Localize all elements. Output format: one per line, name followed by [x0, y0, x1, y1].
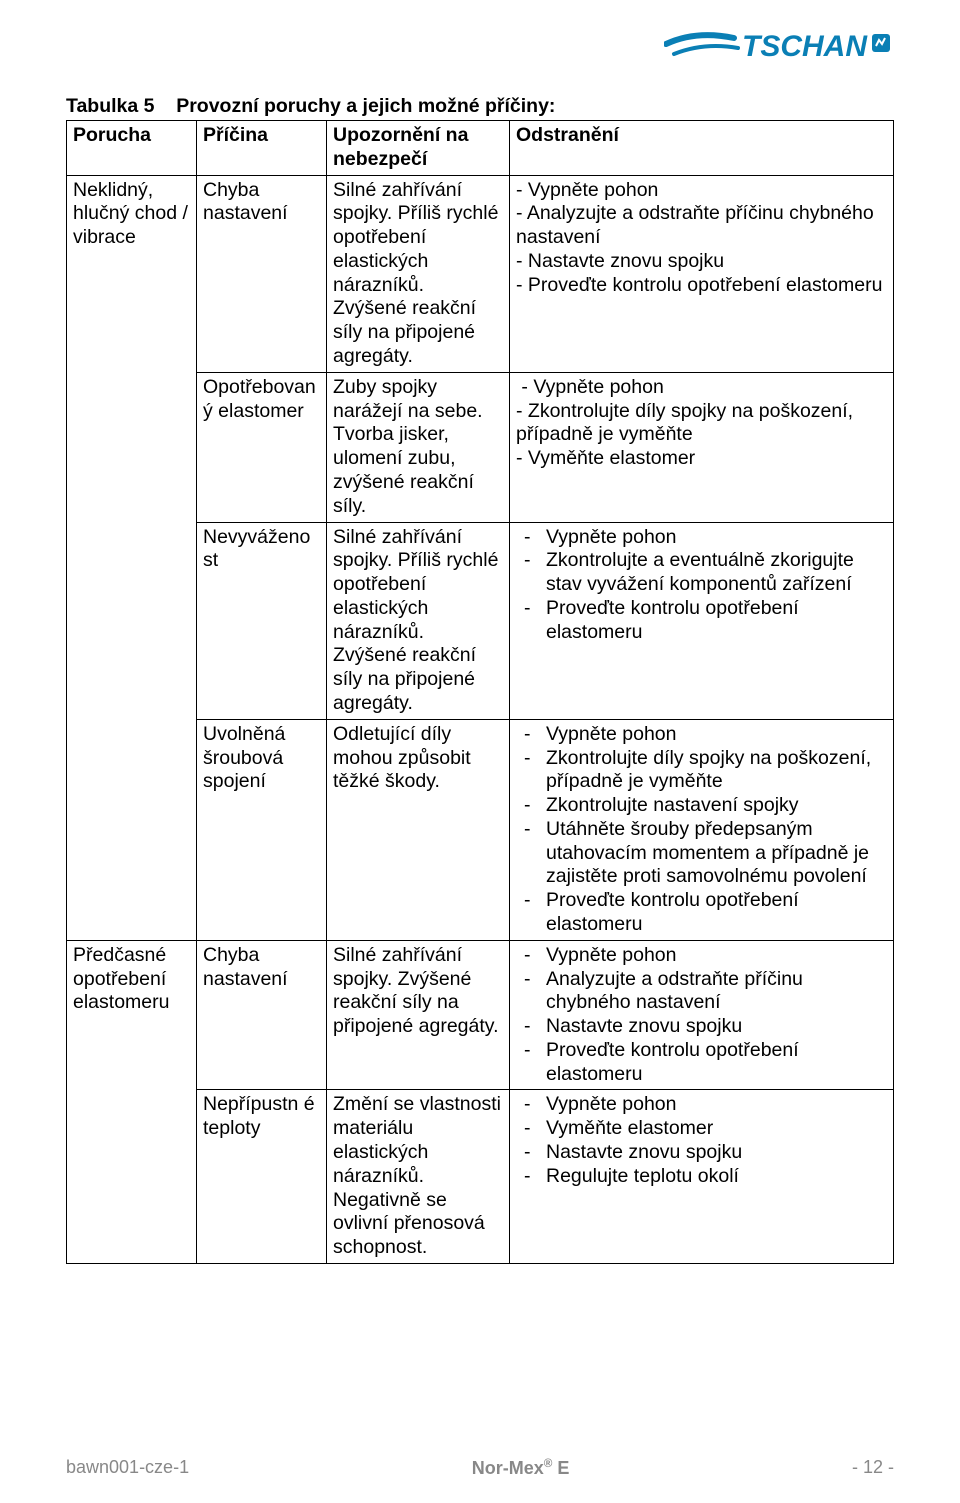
cell-porucha: Neklidný, hlučný chod / vibrace	[67, 175, 197, 940]
table-number: Tabulka 5	[66, 95, 155, 117]
remedy-line: Zkontrolujte díly spojky na poškození, p…	[516, 747, 887, 795]
cell-upozorneni: Silné zahřívání spojky. Zvýšené reakční …	[327, 940, 510, 1090]
cell-upozorneni: Změní se vlastnosti materiálu elastickýc…	[327, 1090, 510, 1263]
remedy-line: Zkontrolujte nastavení spojky	[516, 794, 887, 818]
cell-pricina: Chyba nastavení	[197, 940, 327, 1090]
cell-pricina: Nepřípustn é teploty	[197, 1090, 327, 1263]
cell-pricina: Opotřebovaný elastomer	[197, 372, 327, 522]
cell-pricina: Nevyváženost	[197, 522, 327, 719]
remedy-line: Vypněte pohon	[516, 944, 887, 968]
remedy-line: - Vypněte pohon	[516, 179, 887, 203]
cell-upozorneni: Silné zahřívání spojky. Příliš rychlé op…	[327, 522, 510, 719]
cell-upozorneni: Odletující díly mohou způsobit těžké ško…	[327, 719, 510, 940]
remedy-line: Vypněte pohon	[516, 526, 887, 550]
cell-odstraneni: Vypněte pohon Zkontrolujte a eventuálně …	[510, 522, 894, 719]
table-header-row: Porucha Příčina Upozornění na nebezpečí …	[67, 121, 894, 176]
col-header-porucha: Porucha	[67, 121, 197, 176]
table-row: Předčasné opotřebení elastomeru Chyba na…	[67, 940, 894, 1090]
logo: TSCHAN	[66, 24, 894, 71]
col-header-pricina: Příčina	[197, 121, 327, 176]
col-header-odstraneni: Odstranění	[510, 121, 894, 176]
remedy-line: Utáhněte šrouby předepsaným utahovacím m…	[516, 818, 887, 889]
cell-upozorneni: Zuby spojky narážejí na sebe. Tvorba jis…	[327, 372, 510, 522]
cell-upozorneni: Silné zahřívání spojky. Příliš rychlé op…	[327, 175, 510, 372]
remedy-line: Proveďte kontrolu opotřebení elastomeru	[516, 1039, 887, 1087]
cell-odstraneni: - Vypněte pohon - Analyzujte a odstraňte…	[510, 175, 894, 372]
remedy-line: Nastavte znovu spojku	[516, 1015, 887, 1039]
footer-page-number: - 12 -	[852, 1457, 894, 1479]
remedy-line: - Vyměňte elastomer	[516, 447, 887, 471]
cell-odstraneni: Vypněte pohon Zkontrolujte díly spojky n…	[510, 719, 894, 940]
remedy-line: Proveďte kontrolu opotřebení elastomeru	[516, 597, 887, 645]
remedy-line: Vypněte pohon	[516, 1093, 887, 1117]
remedy-line: Zkontrolujte a eventuálně zkorigujte sta…	[516, 549, 887, 597]
troubleshooting-table: Porucha Příčina Upozornění na nebezpečí …	[66, 120, 894, 1264]
remedy-line: - Proveďte kontrolu opotřebení elastomer…	[516, 274, 887, 298]
remedy-line: Vypněte pohon	[516, 723, 887, 747]
logo-text: TSCHAN	[742, 30, 868, 63]
remedy-line: Vyměňte elastomer	[516, 1117, 887, 1141]
cell-pricina: Chyba nastavení	[197, 175, 327, 372]
remedy-line: Proveďte kontrolu opotřebení elastomeru	[516, 889, 887, 937]
remedy-line: Analyzujte a odstraňte příčinu chybného …	[516, 968, 887, 1016]
page-footer: bawn001-cze-1 Nor-Mex® E - 12 -	[66, 1457, 894, 1479]
cell-odstraneni: Vypněte pohon Analyzujte a odstraňte pří…	[510, 940, 894, 1090]
cell-pricina: Uvolněná šroubová spojení	[197, 719, 327, 940]
remedy-line: - Vypněte pohon	[516, 376, 887, 400]
footer-product: Nor-Mex® E	[472, 1457, 570, 1479]
footer-doc-id: bawn001-cze-1	[66, 1457, 189, 1479]
remedy-line: Nastavte znovu spojku	[516, 1141, 887, 1165]
cell-porucha: Předčasné opotřebení elastomeru	[67, 940, 197, 1263]
cell-odstraneni: - Vypněte pohon - Zkontrolujte díly spoj…	[510, 372, 894, 522]
remedy-line: - Analyzujte a odstraňte příčinu chybnéh…	[516, 202, 887, 250]
remedy-line: - Nastavte znovu spojku	[516, 250, 887, 274]
col-header-upozorneni: Upozornění na nebezpečí	[327, 121, 510, 176]
tschan-logo-icon: TSCHAN	[664, 24, 894, 66]
table-caption: Provozní poruchy a jejich možné příčiny:	[176, 95, 555, 117]
remedy-line: Regulujte teplotu okolí	[516, 1165, 887, 1189]
table-row: Neklidný, hlučný chod / vibrace Chyba na…	[67, 175, 894, 372]
cell-odstraneni: Vypněte pohon Vyměňte elastomer Nastavte…	[510, 1090, 894, 1263]
remedy-line: - Zkontrolujte díly spojky na poškození,…	[516, 400, 887, 448]
table-title: Tabulka 5 Provozní poruchy a jejich možn…	[66, 95, 894, 118]
